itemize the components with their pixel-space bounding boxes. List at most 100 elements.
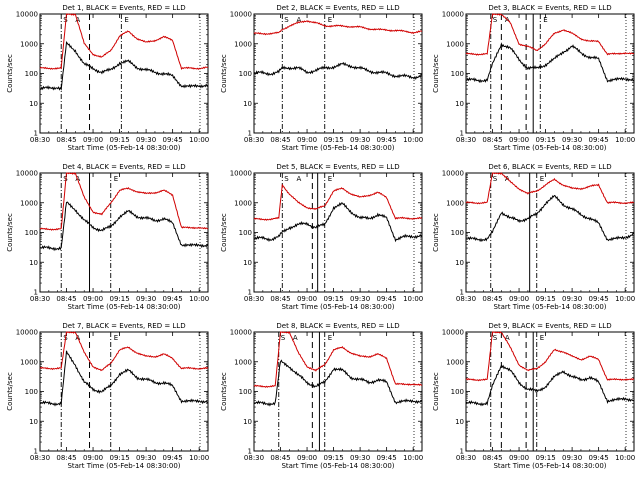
x-axis-label: Start Time (05-Feb-14 08:30:00)	[67, 144, 180, 152]
x-tick-label: 08:30	[456, 454, 476, 462]
events-series-line	[39, 350, 209, 407]
flag-glyph: S	[493, 334, 498, 342]
x-tick-label: 08:45	[482, 295, 502, 303]
x-tick-label: 09:00	[509, 136, 529, 144]
x-axis-label: Start Time (05-Feb-14 08:30:00)	[67, 462, 180, 470]
panel-title: Det 8, BLACK = Events, RED = LLD	[276, 322, 399, 330]
flag-glyph: E	[328, 16, 332, 24]
plot-frame	[253, 172, 423, 293]
events-series-line	[253, 61, 423, 80]
x-tick-label: 08:45	[482, 136, 502, 144]
y-tick-label: 10	[243, 418, 252, 426]
y-tick-label: 1000	[234, 40, 252, 48]
flag-glyph: S	[284, 175, 289, 183]
flag-glyph: S	[493, 16, 498, 24]
panel-title: Det 5, BLACK = Events, RED = LLD	[276, 163, 399, 171]
y-tick-label: 100	[239, 70, 252, 78]
x-tick-label: 09:15	[109, 454, 129, 462]
lld-series-line	[465, 13, 635, 56]
x-tick-label: 09:30	[562, 454, 582, 462]
y-tick-label: 1000	[20, 40, 38, 48]
y-axis-label: Counts/sec	[432, 54, 440, 93]
y-tick-label: 10000	[442, 329, 464, 337]
y-tick-label: 10	[243, 100, 252, 108]
y-tick-label: 1	[248, 130, 252, 138]
x-tick-label: 09:15	[535, 136, 555, 144]
y-tick-label: 100	[25, 229, 38, 237]
events-series-line	[253, 359, 423, 407]
events-series-line	[39, 41, 209, 91]
y-tick-label: 10	[243, 259, 252, 267]
y-tick-label: 1	[460, 130, 464, 138]
flag-glyph: S	[281, 334, 286, 342]
x-tick-label: 08:45	[270, 295, 290, 303]
y-tick-label: 10000	[16, 329, 38, 337]
lld-series-line	[39, 13, 209, 71]
x-tick-label: 09:15	[323, 136, 343, 144]
flag-glyph: A	[505, 334, 510, 342]
flag-glyph: E	[540, 175, 544, 183]
lld-series-line	[253, 331, 423, 388]
x-tick-label: 09:45	[377, 136, 397, 144]
y-tick-label: 10000	[230, 329, 252, 337]
x-tick-label: 09:30	[562, 136, 582, 144]
x-tick-label: 08:30	[30, 136, 50, 144]
x-tick-label: 08:30	[244, 295, 264, 303]
y-tick-label: 10	[455, 100, 464, 108]
y-axis-label: Counts/sec	[6, 372, 14, 411]
x-axis-label: Start Time (05-Feb-14 08:30:00)	[281, 462, 394, 470]
flag-glyph: E	[114, 175, 118, 183]
x-tick-label: 09:30	[136, 136, 156, 144]
y-tick-label: 100	[239, 388, 252, 396]
y-axis-label: Counts/sec	[220, 372, 228, 411]
y-tick-label: 10000	[442, 170, 464, 178]
y-tick-label: 10000	[16, 170, 38, 178]
lld-series-line	[253, 20, 423, 36]
y-tick-label: 1000	[234, 358, 252, 366]
lld-series-line	[39, 331, 209, 372]
x-axis-label: Start Time (05-Feb-14 08:30:00)	[281, 303, 394, 311]
x-tick-label: 09:00	[297, 136, 317, 144]
y-axis-label: Counts/sec	[6, 213, 14, 252]
x-tick-label: 10:00	[403, 454, 423, 462]
y-tick-label: 1	[248, 448, 252, 456]
x-tick-label: 09:45	[163, 136, 183, 144]
x-tick-label: 08:45	[270, 454, 290, 462]
x-tick-label: 08:30	[456, 295, 476, 303]
y-axis-label: Counts/sec	[432, 372, 440, 411]
events-series-line	[465, 364, 635, 407]
y-tick-label: 10	[29, 100, 38, 108]
x-tick-label: 10:00	[189, 295, 209, 303]
x-tick-label: 08:45	[56, 454, 76, 462]
panel-title: Det 9, BLACK = Events, RED = LLD	[488, 322, 611, 330]
x-tick-label: 09:00	[83, 136, 103, 144]
panel-title: Det 1, BLACK = Events, RED = LLD	[62, 4, 185, 12]
x-tick-label: 09:15	[109, 136, 129, 144]
panel-title: Det 3, BLACK = Events, RED = LLD	[488, 4, 611, 12]
y-tick-label: 1	[460, 448, 464, 456]
x-tick-label: 09:30	[350, 295, 370, 303]
x-tick-label: 09:15	[535, 454, 555, 462]
y-tick-label: 10	[29, 418, 38, 426]
panel-title: Det 4, BLACK = Events, RED = LLD	[62, 163, 185, 171]
x-tick-label: 08:45	[56, 295, 76, 303]
x-tick-label: 09:00	[509, 295, 529, 303]
y-axis-label: Counts/sec	[6, 54, 14, 93]
y-tick-label: 10000	[442, 11, 464, 19]
y-tick-label: 100	[451, 229, 464, 237]
x-tick-label: 10:00	[403, 295, 423, 303]
flag-glyph: S	[493, 175, 498, 183]
events-series-line	[465, 42, 635, 84]
x-tick-label: 10:00	[189, 454, 209, 462]
x-tick-label: 10:00	[403, 136, 423, 144]
y-axis-label: Counts/sec	[220, 54, 228, 93]
x-tick-label: 09:45	[589, 136, 609, 144]
x-tick-label: 09:45	[589, 295, 609, 303]
x-axis-label: Start Time (05-Feb-14 08:30:00)	[493, 303, 606, 311]
plot-frame	[39, 331, 209, 452]
panel-title: Det 2, BLACK = Events, RED = LLD	[276, 4, 399, 12]
x-tick-label: 09:15	[323, 454, 343, 462]
y-tick-label: 100	[25, 70, 38, 78]
y-tick-label: 10	[455, 259, 464, 267]
y-tick-label: 1	[34, 448, 38, 456]
